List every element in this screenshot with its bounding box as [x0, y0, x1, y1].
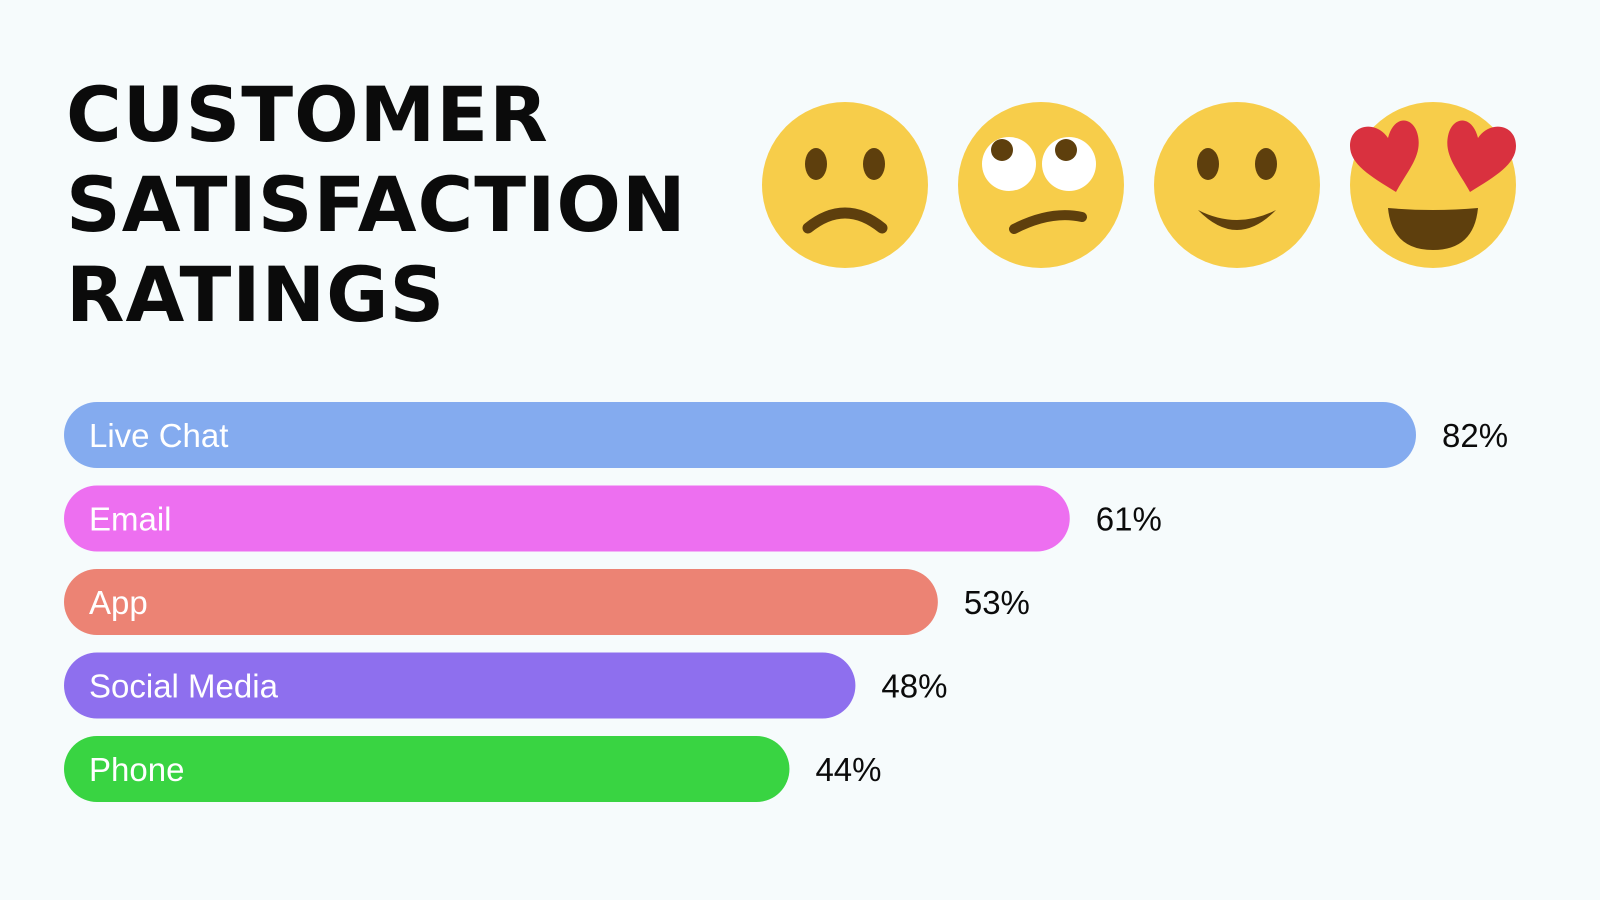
title-line-3: RATINGS	[66, 250, 446, 339]
heart-eyes-face-icon	[1348, 100, 1518, 270]
bar-category-label: Social Media	[89, 668, 279, 705]
bar-live-chat	[64, 402, 1416, 468]
smiling-face-icon	[1152, 100, 1322, 270]
emoji-rating-scale	[760, 100, 1540, 280]
bar-value-label: 61%	[1096, 501, 1162, 538]
bar-social-media	[64, 652, 856, 719]
bar-value-label: 48%	[881, 668, 947, 705]
bar-category-label: App	[89, 584, 148, 621]
bar-category-label: Live Chat	[89, 417, 228, 454]
page-title: CUSTOMER SATISFACTION RATINGS	[66, 70, 687, 340]
title-line-1: CUSTOMER	[66, 70, 549, 159]
bar-value-label: 82%	[1442, 417, 1508, 454]
bar-category-label: Email	[89, 501, 172, 538]
frowning-face-icon	[760, 100, 930, 270]
bar-app	[64, 569, 938, 635]
bar-value-label: 44%	[815, 751, 881, 788]
bar-email	[64, 485, 1070, 552]
eye-roll-face-icon	[956, 100, 1126, 270]
title-line-2: SATISFACTION	[66, 160, 687, 249]
bar-category-label: Phone	[89, 751, 184, 788]
bar-value-label: 53%	[964, 584, 1030, 621]
bar-phone	[64, 736, 790, 802]
